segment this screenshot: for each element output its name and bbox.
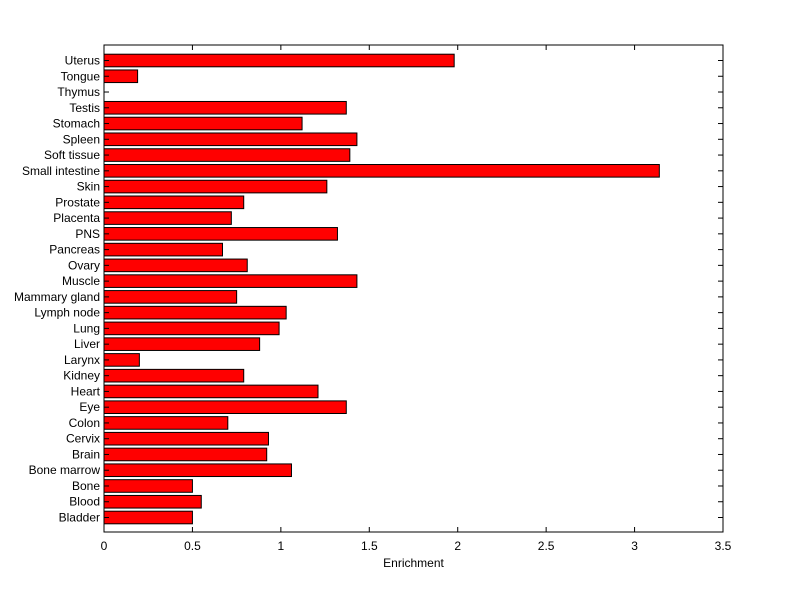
x-axis-label: Enrichment — [383, 556, 444, 570]
bar-pns — [103, 227, 338, 241]
bar-pancreas — [103, 242, 223, 257]
y-tick-label: Larynx — [64, 353, 100, 367]
y-tick-label: Ovary — [68, 258, 100, 272]
y-tick-label: Muscle — [62, 274, 100, 288]
bar-ovary — [103, 258, 248, 273]
y-tick-label: Small intestine — [22, 164, 100, 178]
plot-frame — [103, 44, 724, 533]
bar-lymph-node — [103, 305, 287, 320]
bar-skin — [103, 179, 328, 194]
y-tick-label: Placenta — [53, 211, 100, 225]
x-tick-label: 0.5 — [184, 539, 201, 553]
y-tick-label: Skin — [77, 180, 100, 194]
bar-colon — [103, 416, 229, 430]
y-tick-label: Cervix — [66, 432, 100, 446]
x-tick-label: 0 — [101, 539, 108, 553]
bar-larynx — [103, 353, 140, 367]
bar-spleen — [103, 132, 358, 147]
bar-soft-tissue — [103, 148, 351, 162]
y-tick-label: Spleen — [63, 132, 100, 146]
bar-lung — [103, 321, 280, 336]
x-tick-label: 1.5 — [361, 539, 378, 553]
bar-placenta — [103, 211, 232, 225]
bar-uterus — [103, 53, 455, 68]
bar-blood — [103, 494, 202, 509]
y-tick-label: Blood — [69, 495, 100, 509]
x-tick-label: 2 — [454, 539, 461, 553]
bar-kidney — [103, 368, 245, 383]
bar-mammary-gland — [103, 290, 238, 304]
bar-liver — [103, 337, 261, 351]
bar-eye — [103, 400, 347, 415]
y-tick-label: Lymph node — [34, 306, 100, 320]
y-tick-label: Bladder — [59, 511, 100, 525]
y-tick-label: Thymus — [57, 85, 100, 99]
x-tick-label: 3.5 — [715, 539, 732, 553]
bar-bone-marrow — [103, 463, 292, 478]
y-tick-label: Lung — [73, 321, 100, 335]
x-tick-label: 1 — [278, 539, 285, 553]
y-tick-label: Kidney — [63, 369, 100, 383]
y-tick-label: Stomach — [53, 117, 100, 131]
y-tick-label: Bone marrow — [29, 463, 101, 477]
y-tick-label: Bone — [72, 479, 100, 493]
bar-tongue — [103, 69, 139, 84]
bar-small-intestine — [103, 164, 660, 178]
bar-stomach — [103, 116, 303, 131]
y-tick-label: Soft tissue — [44, 148, 100, 162]
bar-heart — [103, 384, 319, 399]
y-tick-label: PNS — [75, 227, 100, 241]
x-tick-label: 2.5 — [538, 539, 555, 553]
bar-bone — [103, 479, 193, 493]
x-tick-label: 3 — [631, 539, 638, 553]
bar-testis — [103, 100, 347, 115]
bar-prostate — [103, 195, 245, 210]
y-tick-label: Heart — [71, 384, 101, 398]
y-tick-label: Mammary gland — [14, 290, 100, 304]
y-tick-label: Tongue — [61, 69, 101, 83]
bar-bladder — [103, 510, 193, 525]
y-tick-label: Eye — [79, 400, 100, 414]
y-tick-label: Pancreas — [49, 243, 100, 257]
y-tick-label: Liver — [74, 337, 100, 351]
y-tick-label: Prostate — [55, 195, 100, 209]
y-tick-label: Brain — [72, 447, 100, 461]
y-tick-label: Uterus — [65, 54, 100, 68]
bar-brain — [103, 447, 268, 462]
bar-muscle — [103, 274, 358, 288]
bar-cervix — [103, 431, 269, 446]
y-tick-label: Testis — [69, 101, 100, 115]
y-tick-label: Colon — [69, 416, 100, 430]
